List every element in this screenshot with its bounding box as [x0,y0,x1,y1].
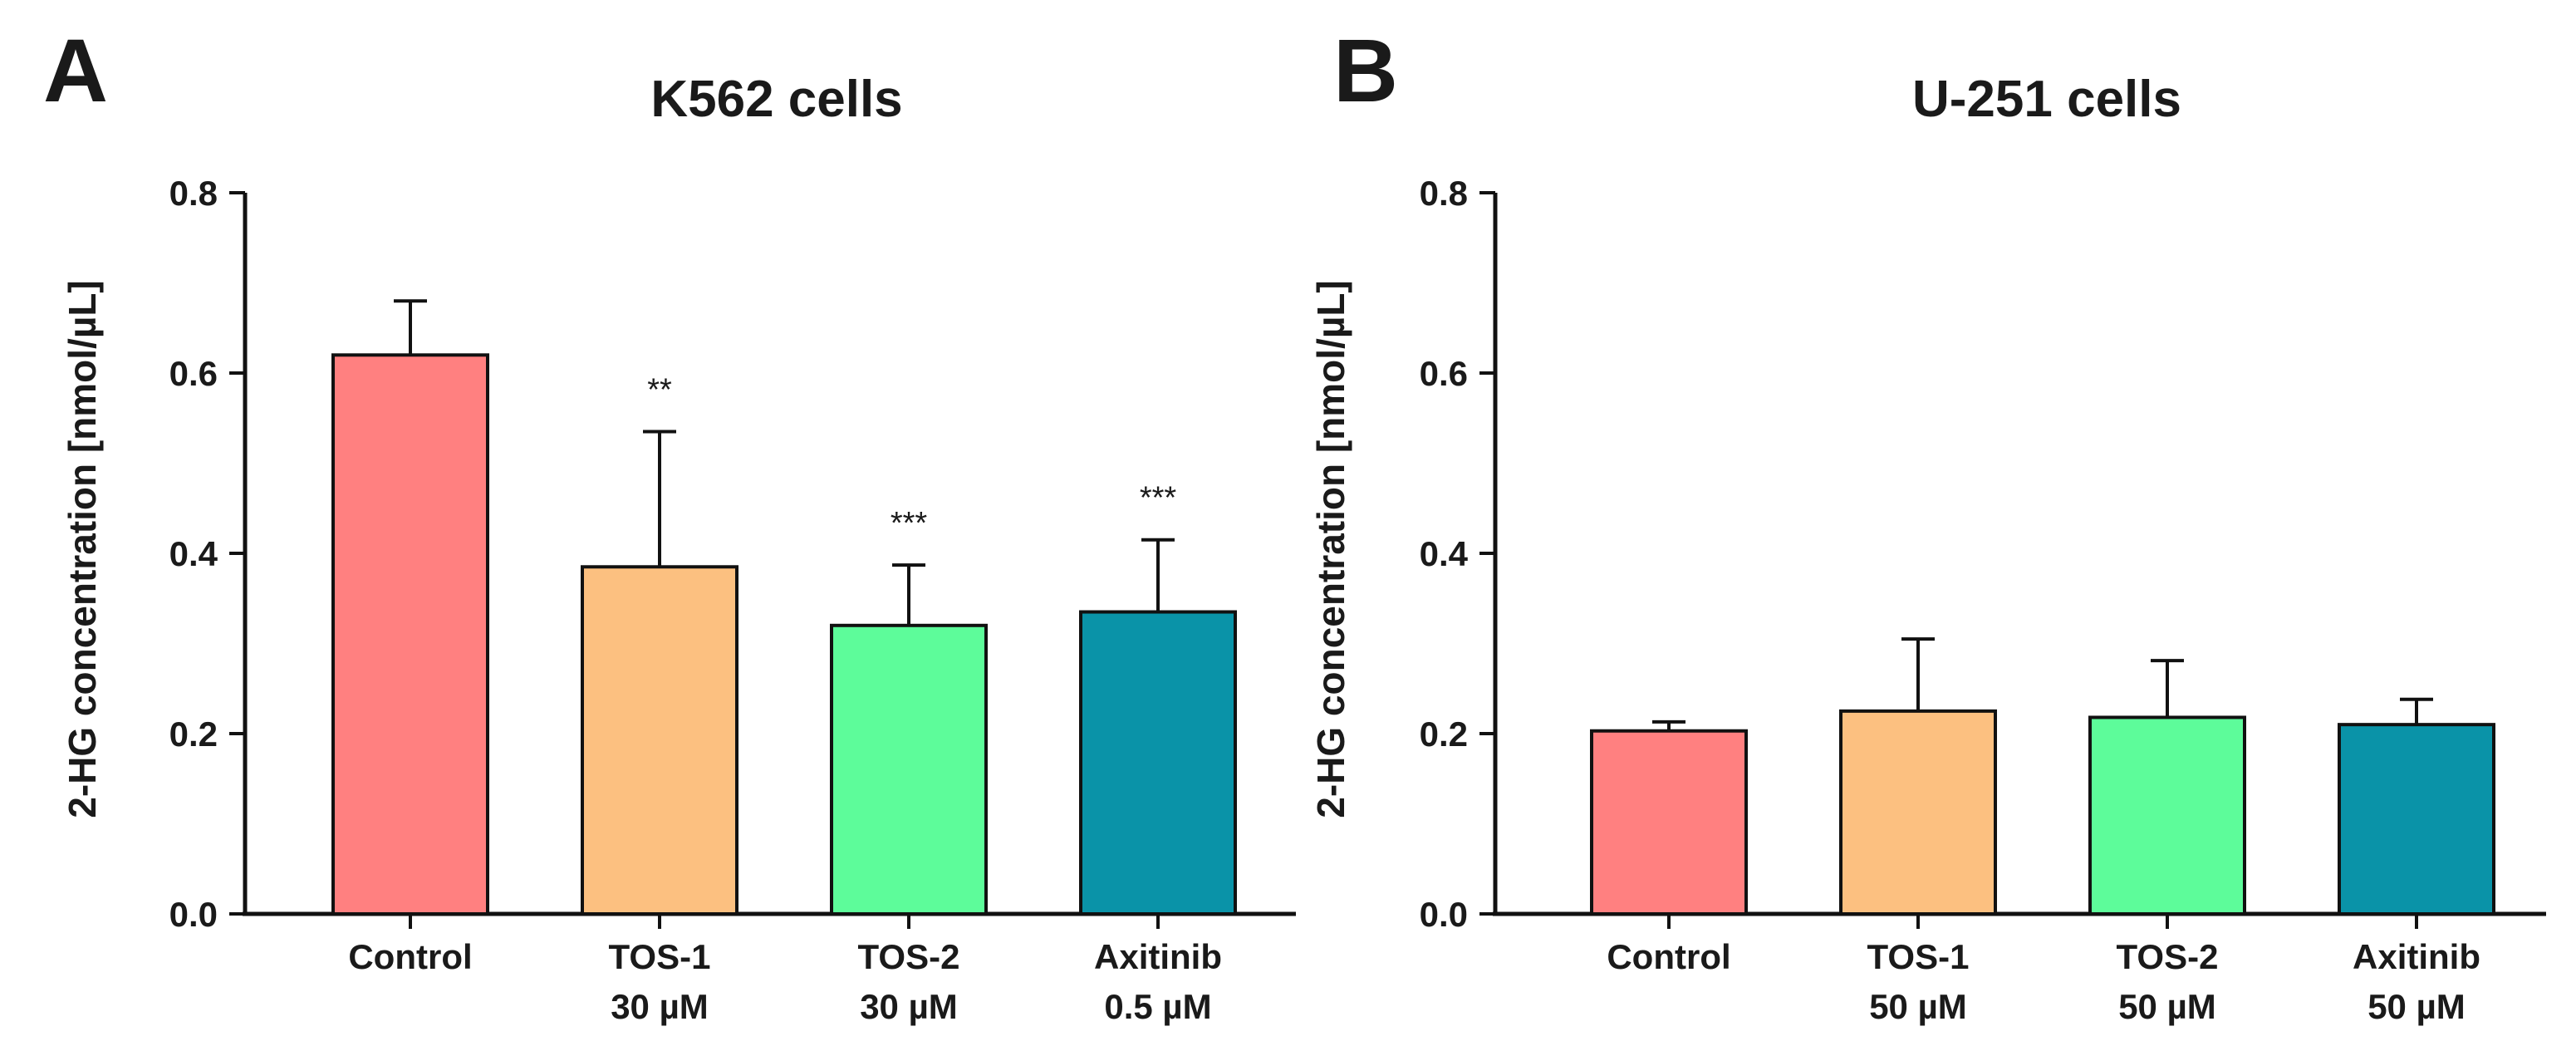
bar [1079,610,1237,916]
y-tick-label: 0.6 [1420,354,1468,393]
panel-b-bars [1590,637,2495,916]
significance-label: *** [1140,481,1177,516]
significance-label: ** [647,373,672,408]
x-category-sublabel: 30 µM [611,987,709,1026]
x-category-sublabel: 0.5 µM [1104,987,1211,1026]
y-tick-label: 0.4 [1420,534,1469,573]
y-tick-label: 0.6 [169,354,218,393]
bar [2338,723,2495,916]
y-tick-label: 0.4 [169,534,218,573]
panel-b-letter: B [1333,20,1398,120]
panel-a-letter: A [43,20,108,120]
panel-a-y-axis-label: 2-HG concentration [nmol/µL] [61,280,104,818]
bar [331,353,489,916]
panel-b-x-tick-marks [1667,914,2418,929]
significance-label: *** [891,506,928,541]
x-category-sublabel: 50 µM [1869,987,1967,1026]
x-category-label: Control [348,937,472,976]
x-category-sublabel: 30 µM [860,987,958,1026]
x-category-label: Control [1607,937,1730,976]
bar [1590,729,1748,916]
bar [2088,715,2246,916]
panel-b-category-labels: Control TOS-1 50 µM TOS-2 50 µM Axitinib… [1607,937,2480,1026]
y-tick-label: 0.0 [1420,895,1468,934]
x-category-label: TOS-1 [609,937,711,976]
panel-a-category-labels: Control TOS-1 30 µM TOS-2 30 µM Axitinib… [348,937,1222,1026]
bar [830,623,988,916]
y-tick-label: 0.2 [169,715,218,754]
panel-b: B U-251 cells 2-HG concentration [nmol/µ… [1309,20,2546,1026]
y-tick-label: 0.2 [1420,715,1468,754]
x-category-sublabel: 50 µM [2118,987,2216,1026]
x-category-label: TOS-2 [858,937,960,976]
x-category-label: TOS-2 [2117,937,2219,976]
panel-b-y-axis-label: 2-HG concentration [nmol/µL] [1309,280,1352,818]
panel-b-y-ticks: 0.0 0.2 0.4 0.6 0.8 [1420,174,1495,934]
panel-a-bars: ******** [331,299,1237,916]
x-category-label: TOS-1 [1867,937,1970,976]
panel-a-title: K562 cells [650,71,902,128]
panel-a: A K562 cells 2-HG concentration [nmol/µL… [43,20,1296,1026]
y-tick-label: 0.8 [1420,174,1468,213]
x-category-label: Axitinib [1094,937,1222,976]
panel-a-x-tick-marks [409,914,1160,929]
y-tick-label: 0.8 [169,174,218,213]
panel-b-title: U-251 cells [1912,71,2181,128]
x-category-sublabel: 50 µM [2367,987,2466,1026]
y-tick-label: 0.0 [169,895,218,934]
bar [1839,709,1997,916]
x-category-label: Axitinib [2353,937,2480,976]
panel-a-y-ticks: 0.0 0.2 0.4 0.6 0.8 [169,174,245,934]
bar [581,565,738,916]
